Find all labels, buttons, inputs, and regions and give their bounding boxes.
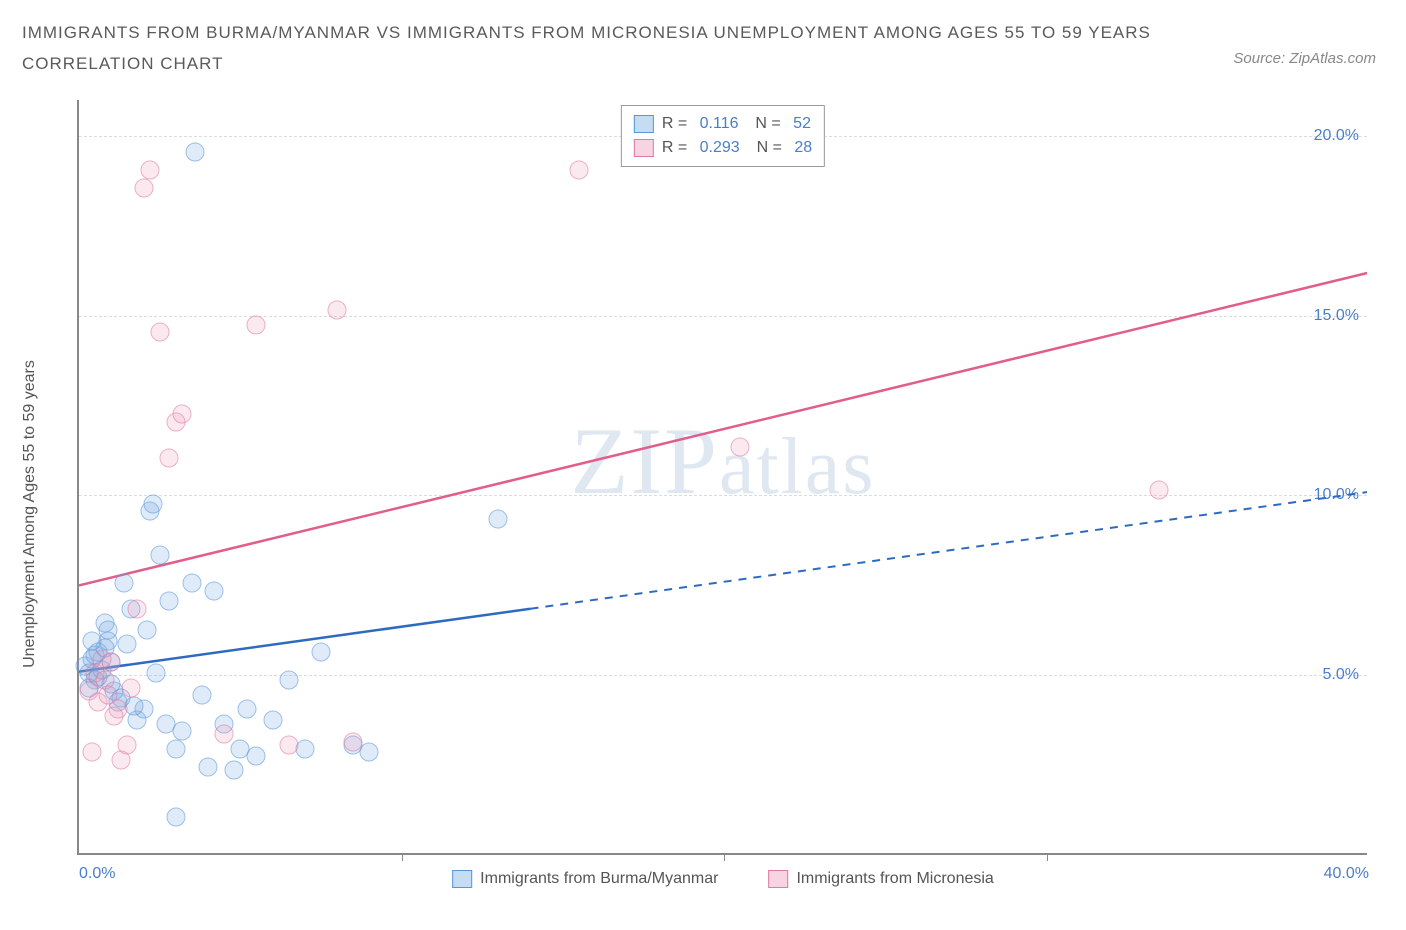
x-tick	[402, 853, 403, 861]
gridline	[79, 316, 1367, 317]
series-legend: Immigrants from Burma/Myanmar Immigrants …	[452, 870, 994, 888]
legend-row: R = 0.116 N = 52	[634, 112, 812, 136]
legend-swatch	[634, 139, 654, 157]
data-point	[166, 739, 185, 758]
data-point	[295, 739, 314, 758]
legend-swatch	[634, 115, 654, 133]
series-name: Immigrants from Burma/Myanmar	[480, 870, 718, 888]
data-point	[569, 160, 588, 179]
r-label: R =	[662, 112, 687, 136]
data-point	[150, 545, 169, 564]
data-point	[137, 621, 156, 640]
data-point	[105, 707, 124, 726]
data-point	[92, 649, 111, 668]
data-point	[344, 732, 363, 751]
data-point	[224, 761, 243, 780]
data-point	[128, 599, 147, 618]
data-point	[247, 315, 266, 334]
data-point	[311, 642, 330, 661]
legend-row: R = 0.293 N = 28	[634, 136, 812, 160]
data-point	[182, 574, 201, 593]
data-point	[279, 736, 298, 755]
x-tick	[724, 853, 725, 861]
n-value: 52	[789, 112, 811, 136]
data-point	[99, 685, 118, 704]
data-point	[121, 678, 140, 697]
data-point	[263, 710, 282, 729]
r-value: 0.293	[695, 136, 739, 160]
watermark: ZIPatlas	[570, 406, 875, 516]
data-point	[192, 685, 211, 704]
data-point	[279, 671, 298, 690]
n-label: N =	[748, 136, 782, 160]
data-point	[160, 448, 179, 467]
series-legend-item: Immigrants from Micronesia	[768, 870, 993, 888]
data-point	[118, 635, 137, 654]
data-point	[489, 509, 508, 528]
data-point	[150, 322, 169, 341]
series-legend-item: Immigrants from Burma/Myanmar	[452, 870, 718, 888]
data-point	[111, 750, 130, 769]
title-line-1: IMMIGRANTS FROM BURMA/MYANMAR VS IMMIGRA…	[22, 18, 1406, 49]
y-tick-label: 15.0%	[1314, 307, 1359, 325]
data-point	[140, 160, 159, 179]
data-point	[360, 743, 379, 762]
data-point	[82, 743, 101, 762]
correlation-legend: R = 0.116 N = 52R = 0.293 N = 28	[621, 105, 825, 167]
watermark-big: ZIP	[570, 408, 719, 514]
chart-container: Unemployment Among Ages 55 to 59 years Z…	[22, 95, 1382, 915]
data-point	[124, 696, 143, 715]
source-credit: Source: ZipAtlas.com	[1233, 50, 1376, 67]
legend-swatch	[768, 870, 788, 888]
data-point	[166, 808, 185, 827]
data-point	[147, 664, 166, 683]
legend-swatch	[452, 870, 472, 888]
series-name: Immigrants from Micronesia	[796, 870, 993, 888]
plot-area: ZIPatlas 5.0%10.0%15.0%20.0%0.0%40.0%R =…	[77, 100, 1367, 855]
x-tick-label: 0.0%	[79, 865, 115, 883]
data-point	[215, 725, 234, 744]
data-point	[173, 405, 192, 424]
trend-lines	[79, 100, 1367, 853]
data-point	[99, 621, 118, 640]
data-point	[205, 581, 224, 600]
data-point	[328, 301, 347, 320]
data-point	[247, 746, 266, 765]
data-point	[731, 437, 750, 456]
y-tick-label: 5.0%	[1323, 666, 1359, 684]
data-point	[160, 592, 179, 611]
source-prefix: Source:	[1233, 50, 1289, 67]
data-point	[134, 178, 153, 197]
r-value: 0.116	[695, 112, 738, 136]
x-tick-label: 40.0%	[1324, 865, 1369, 883]
data-point	[82, 631, 101, 650]
data-point	[186, 142, 205, 161]
gridline	[79, 495, 1367, 496]
data-point	[1150, 480, 1169, 499]
x-tick	[1047, 853, 1048, 861]
data-point	[115, 574, 134, 593]
y-axis-label: Unemployment Among Ages 55 to 59 years	[21, 360, 39, 668]
n-value: 28	[790, 136, 812, 160]
data-point	[237, 700, 256, 719]
y-tick-label: 20.0%	[1314, 127, 1359, 145]
gridline	[79, 675, 1367, 676]
y-tick-label: 10.0%	[1314, 486, 1359, 504]
n-label: N =	[746, 112, 780, 136]
data-point	[199, 757, 218, 776]
title-line-2: CORRELATION CHART	[22, 49, 1406, 80]
chart-title-block: IMMIGRANTS FROM BURMA/MYANMAR VS IMMIGRA…	[0, 0, 1406, 79]
data-point	[144, 495, 163, 514]
r-label: R =	[662, 136, 687, 160]
data-point	[173, 721, 192, 740]
source-name: ZipAtlas.com	[1289, 50, 1376, 67]
